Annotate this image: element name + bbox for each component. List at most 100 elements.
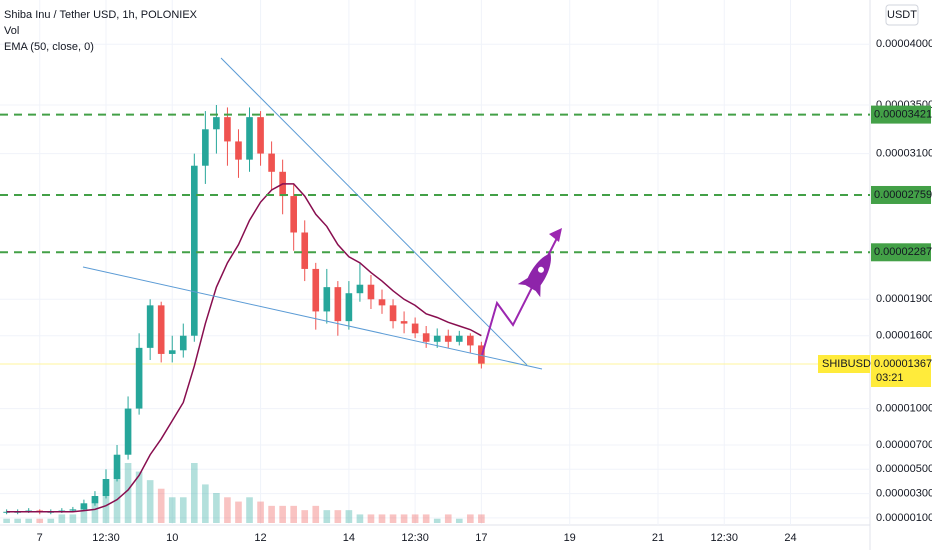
volume-bar xyxy=(157,488,165,523)
volume-bar xyxy=(422,514,430,523)
candle-body xyxy=(124,408,132,455)
volume-bar xyxy=(102,484,110,523)
candle-body xyxy=(91,496,99,504)
y-tick-label: 0.00001600 xyxy=(876,330,932,342)
currency-button[interactable] xyxy=(885,4,919,26)
candle-body xyxy=(444,335,452,342)
plot xyxy=(0,0,870,525)
volume-bar xyxy=(191,463,198,523)
x-tick-label: 7 xyxy=(37,532,43,544)
volume-bar xyxy=(268,505,275,523)
x-tick-label: 12:30 xyxy=(710,532,738,544)
volume-bar xyxy=(246,497,253,523)
volume-bar xyxy=(378,514,386,523)
volume-bar xyxy=(323,510,331,523)
candle-body xyxy=(290,196,297,233)
volume-bar xyxy=(213,493,220,523)
candle-body xyxy=(224,117,231,142)
x-tick-label: 12:30 xyxy=(401,532,429,544)
volume-bar xyxy=(455,518,463,523)
trend-line xyxy=(82,266,543,370)
indicator-label: EMA (50, close, 0) xyxy=(4,41,94,53)
x-tick-label: 19 xyxy=(564,532,576,544)
volume-bar xyxy=(80,505,88,523)
volume-bar xyxy=(279,505,286,523)
volume-bar xyxy=(146,480,154,523)
trend-line xyxy=(220,57,528,366)
candle-body xyxy=(334,287,342,322)
candle-body xyxy=(467,335,474,346)
y-tick-label: 0.00003100 xyxy=(876,147,932,159)
candle-body xyxy=(135,347,143,409)
candle-body xyxy=(146,305,154,348)
volume-bar xyxy=(433,518,441,523)
last-price-label: 0.00001367 xyxy=(874,358,932,370)
volume-bar xyxy=(202,484,209,523)
candle-body xyxy=(113,454,121,479)
candle-body xyxy=(422,333,430,342)
volume-bar xyxy=(389,514,397,523)
candle-body xyxy=(202,129,209,166)
candle-body xyxy=(257,117,264,154)
level-label: 0.00002759 xyxy=(874,189,932,201)
volume-bar xyxy=(334,510,342,523)
volume-bar xyxy=(36,518,44,523)
candle-body xyxy=(455,335,463,342)
x-tick-label: 12 xyxy=(254,532,266,544)
candle-body xyxy=(345,293,353,322)
volume-bar xyxy=(113,471,121,523)
arrow-head xyxy=(549,228,562,242)
candle-body xyxy=(323,287,331,312)
symbol-label: SHIBUSDT xyxy=(822,358,878,370)
x-tick-label: 21 xyxy=(652,532,664,544)
y-tick-label: 0.00001900 xyxy=(876,293,932,305)
candle-body xyxy=(69,509,77,511)
volume-bar xyxy=(235,501,242,523)
volume-bar xyxy=(135,471,143,523)
level-label: 0.00003421 xyxy=(874,108,932,120)
x-tick-label: 24 xyxy=(784,532,796,544)
symbol-box xyxy=(818,355,870,374)
y-tick-label: 0.00000700 xyxy=(876,439,932,451)
level-label-box xyxy=(871,185,931,204)
countdown-label: 03:21 xyxy=(876,372,904,384)
volume-bar xyxy=(14,518,21,523)
candle-body xyxy=(179,335,187,351)
x-tick-label: 17 xyxy=(475,532,487,544)
volume-bar xyxy=(411,514,419,523)
volume-bar xyxy=(478,514,485,523)
y-tick-label: 0.00000300 xyxy=(876,487,932,499)
x-tick-label: 14 xyxy=(343,532,355,544)
price-box xyxy=(871,355,931,388)
level-label-box xyxy=(871,105,931,124)
volume-bar xyxy=(290,505,297,523)
candle-body xyxy=(312,268,320,312)
level-label: 0.00002287 xyxy=(874,246,932,258)
x-tick-label: 12:30 xyxy=(92,532,120,544)
level-label-box xyxy=(871,243,931,262)
volume-bar xyxy=(400,514,408,523)
candle-body xyxy=(389,305,397,322)
x-tick-label: 10 xyxy=(166,532,178,544)
volume-bar xyxy=(301,510,309,523)
candle-body xyxy=(213,117,220,130)
volume-bar xyxy=(312,505,320,523)
candle-body xyxy=(246,117,253,160)
indicator-label: Vol xyxy=(4,25,19,37)
y-tick-label: 0.00001000 xyxy=(876,402,932,414)
candle-body xyxy=(102,479,110,496)
volume-bar xyxy=(467,514,474,523)
volume-bar xyxy=(356,514,364,523)
volume-bar xyxy=(168,497,176,523)
volume-bar xyxy=(58,514,66,523)
candle-body xyxy=(157,305,165,354)
y-tick-label: 0.00000100 xyxy=(876,512,932,524)
chart-title: Shiba Inu / Tether USD, 1h, POLONIEX xyxy=(4,9,198,21)
candle-body xyxy=(235,141,242,160)
volume-bar xyxy=(444,514,452,523)
currency-label[interactable]: USDT xyxy=(887,9,917,21)
volume-bar xyxy=(25,518,33,523)
ema-line xyxy=(6,183,482,513)
